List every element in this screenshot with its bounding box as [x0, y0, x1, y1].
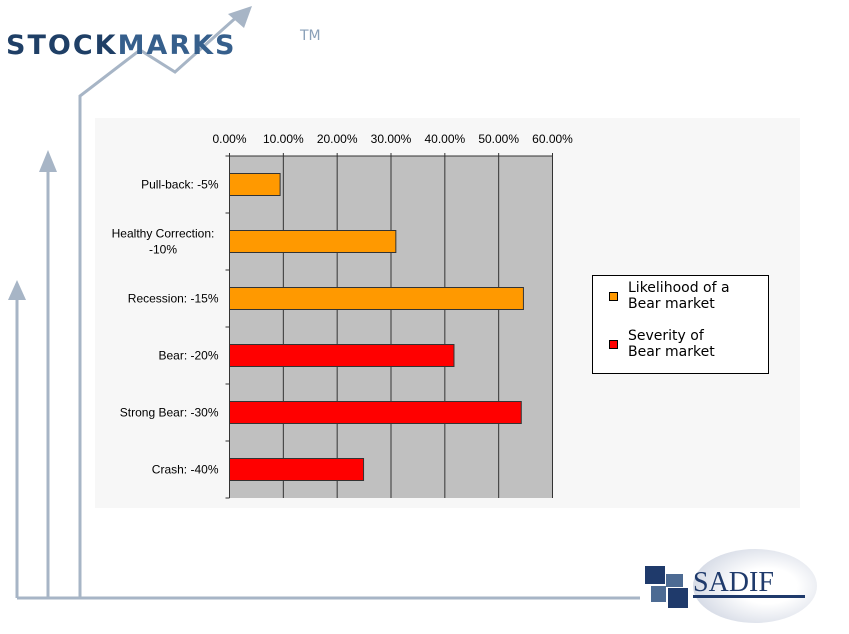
bar-1 [229, 173, 281, 196]
category-label: Strong Bear: -30% [120, 406, 219, 420]
x-tick-label: 50.00% [478, 132, 519, 146]
legend: Likelihood of a Bear market Severity of Be… [592, 275, 769, 374]
svg-text:SADIF: SADIF [693, 567, 774, 598]
category-label: Bear: -20% [158, 349, 218, 363]
legend-swatch [609, 340, 618, 349]
bar-3 [229, 287, 524, 310]
trademark-mark: TM [300, 28, 321, 44]
x-tick-label: 0.00% [212, 132, 246, 146]
bar-6 [229, 458, 365, 481]
legend-swatch [609, 292, 618, 301]
category-label: Crash: -40% [152, 463, 219, 477]
category-label: Healthy Correction: [112, 227, 215, 241]
sadif-logo: SADIF [645, 549, 817, 623]
category-label: -10% [149, 243, 177, 257]
legend-item-severity: Severity of Bear market [609, 328, 715, 360]
x-tick-label: 60.00% [532, 132, 573, 146]
category-label: Pull-back: -5% [141, 178, 219, 192]
x-tick-label: 30.00% [371, 132, 412, 146]
legend-item-likelihood: Likelihood of a Bear market [609, 280, 730, 312]
x-tick-label: 20.00% [317, 132, 358, 146]
category-label: Recession: -15% [128, 292, 219, 306]
bar-4 [229, 344, 455, 367]
bar-2 [229, 230, 397, 253]
stockmarks-logo: STOCKMARKS [6, 30, 237, 61]
bar-5 [229, 401, 522, 424]
x-tick-label: 40.00% [424, 132, 465, 146]
x-tick-label: 10.00% [263, 132, 304, 146]
